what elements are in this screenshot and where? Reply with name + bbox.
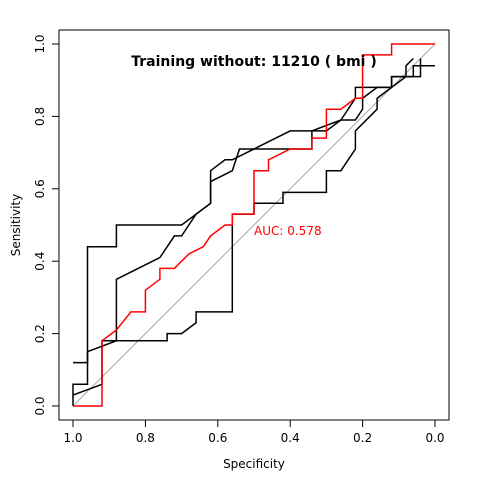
x-tick-label: 0.8 [136,431,155,445]
x-tick-label: 1.0 [63,431,82,445]
roc-series-layer [72,43,435,407]
y-tick-label: 0.6 [33,179,47,198]
y-tick-label: 1.0 [33,34,47,53]
y-tick-label: 0.2 [33,324,47,343]
reference-diagonal-line [72,43,436,407]
x-tick-label: 0.6 [208,431,227,445]
roc-ci-curve-3 [72,58,422,396]
auc-annotation: AUC: 0.578 [254,224,322,238]
roc-curve-main [73,43,435,407]
y-tick-label: 0.0 [33,396,47,415]
x-tick-label: 0.0 [425,431,444,445]
chart-title: Training without: 11210 ( bmi ) [131,54,376,70]
y-tick-label: 0.8 [33,107,47,126]
x-axis-label: Specificity [223,457,285,471]
y-axis: 0.0 0.2 0.4 0.6 0.8 1.0 [33,34,60,416]
y-tick-label: 0.4 [33,252,47,271]
x-axis: 1.0 0.8 0.6 0.4 0.2 0.0 [63,419,445,445]
x-tick-label: 0.2 [353,431,372,445]
y-axis-label: Sensitivity [9,194,23,256]
x-tick-label: 0.4 [281,431,300,445]
